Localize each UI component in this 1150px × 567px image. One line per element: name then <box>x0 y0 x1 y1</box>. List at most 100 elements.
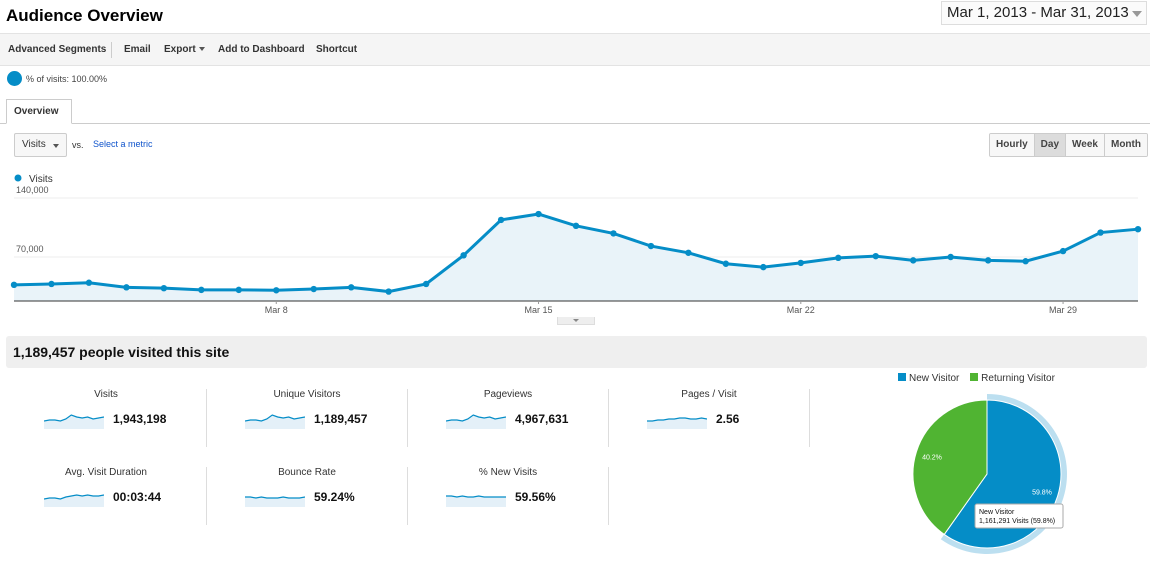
sparkline-line <box>647 417 707 422</box>
scorecard-divider <box>206 389 207 447</box>
shortcut-button[interactable]: Shortcut <box>316 44 358 55</box>
select-metric-link[interactable]: Select a metric <box>93 139 153 149</box>
visits-point[interactable] <box>797 259 804 267</box>
sparkline-line <box>245 414 305 422</box>
chart-collapse-handle[interactable] <box>557 317 595 325</box>
visits-point[interactable] <box>85 279 93 286</box>
scorecard[interactable]: Avg. Visit Duration 00:03:44 <box>6 467 206 525</box>
add-to-dashboard-button[interactable]: Add to Dashboard <box>218 44 305 55</box>
visits-point[interactable] <box>235 286 242 294</box>
chevron-down-icon <box>1132 11 1142 17</box>
scorecard-value: 1,943,198 <box>113 412 167 426</box>
visits-point[interactable] <box>1134 225 1142 233</box>
visits-point[interactable] <box>273 287 280 294</box>
sparkline-area <box>44 495 104 507</box>
tab-overview[interactable]: Overview <box>6 99 72 124</box>
x-tick-label: Mar 22 <box>787 305 815 315</box>
scorecard-label: Visits <box>94 389 118 400</box>
segment-label: % of visits: 100.00% <box>26 74 108 84</box>
week-button[interactable]: Week <box>1065 134 1104 156</box>
sparkline-line <box>245 496 305 499</box>
visits-point[interactable] <box>123 284 130 291</box>
export-label: Export <box>164 44 196 55</box>
x-tick-label: Mar 29 <box>1049 305 1077 315</box>
visits-point[interactable] <box>984 257 992 264</box>
visits-point[interactable] <box>835 254 842 262</box>
visits-point[interactable] <box>422 280 430 288</box>
visits-point[interactable] <box>872 252 879 260</box>
scorecard-value: 2.56 <box>716 412 740 426</box>
legend-item-returning-visitor[interactable]: Returning Visitor <box>970 373 1055 384</box>
visits-point[interactable] <box>722 260 730 267</box>
metric-select-value: Visits <box>22 139 46 150</box>
visits-point[interactable] <box>160 284 168 292</box>
scorecard-divider <box>206 467 207 525</box>
scorecard-label: Pages / Visit <box>681 389 737 400</box>
scorecard-value: 00:03:44 <box>113 490 162 504</box>
sparkline-area <box>446 496 506 507</box>
metric-select[interactable]: Visits <box>14 133 67 157</box>
date-range-picker[interactable]: Mar 1, 2013 - Mar 31, 2013 <box>941 1 1147 25</box>
sparkline-area <box>245 415 305 429</box>
scorecard-label: Bounce Rate <box>278 467 336 478</box>
scorecard-label: Avg. Visit Duration <box>65 467 147 478</box>
visits-point[interactable] <box>385 288 392 295</box>
date-range-label: Mar 1, 2013 - Mar 31, 2013 <box>947 4 1129 21</box>
email-button[interactable]: Email <box>124 44 151 55</box>
scorecard[interactable]: Unique Visitors 1,189,457 <box>207 389 407 447</box>
sparkline-area <box>44 415 104 429</box>
visits-point[interactable] <box>1097 229 1104 236</box>
pie-tooltip-title: New Visitor <box>979 509 1015 516</box>
scorecard[interactable]: Visits 1,943,198 <box>6 389 206 447</box>
scorecard-sparkline <box>647 417 707 429</box>
scorecard[interactable]: Pages / Visit 2.56 <box>609 389 809 447</box>
pie-slice-label: 59.8% <box>1032 489 1052 496</box>
visits-point[interactable] <box>497 216 505 224</box>
scorecard[interactable]: % New Visits 59.56% <box>408 467 608 525</box>
visitor-type-pie-chart: 59.8% 40.2% New Visitor 1,161,291 Visits (5… <box>900 390 1080 560</box>
chart-legend-label: Visits <box>29 174 53 185</box>
scorecard-divider <box>407 467 408 525</box>
report-toolbar: Advanced Segments Email Export Add to Da… <box>0 33 1150 66</box>
visits-point[interactable] <box>1059 247 1067 255</box>
visits-point[interactable] <box>610 230 617 237</box>
legend-swatch <box>898 373 906 382</box>
y-tick-label: 140,000 <box>16 185 49 195</box>
legend-item-new-visitor[interactable]: New Visitor <box>898 373 959 384</box>
visits-point[interactable] <box>460 252 467 259</box>
visits-point[interactable] <box>198 286 205 294</box>
visits-point[interactable] <box>310 285 317 293</box>
visits-point[interactable] <box>348 284 355 291</box>
day-button[interactable]: Day <box>1033 134 1066 156</box>
x-tick-label: Mar 8 <box>265 305 288 315</box>
visits-point[interactable] <box>48 280 55 288</box>
visits-point[interactable] <box>647 242 655 250</box>
title-bar: Audience Overview Mar 1, 2013 - Mar 31, … <box>0 0 1150 33</box>
visits-point[interactable] <box>685 249 692 256</box>
month-button[interactable]: Month <box>1103 134 1147 156</box>
toolbar-divider <box>111 42 112 58</box>
hourly-button[interactable]: Hourly <box>990 134 1034 156</box>
export-button[interactable]: Export <box>164 44 205 55</box>
scorecard-sparkline <box>44 414 104 429</box>
visits-point[interactable] <box>10 281 18 289</box>
visits-line-chart-svg: 140,000 70,000 Mar 8 Mar 15 Mar 22 Mar 29 Visi… <box>10 174 1142 315</box>
sparkline-line <box>446 495 506 498</box>
visits-point[interactable] <box>910 257 917 264</box>
legend-swatch <box>970 373 979 382</box>
visits-point[interactable] <box>760 263 767 271</box>
scorecard[interactable]: Pageviews 4,967,631 <box>408 389 608 447</box>
sparkline-area <box>446 415 506 429</box>
scorecard[interactable]: Bounce Rate 59.24% <box>207 467 407 525</box>
visits-point[interactable] <box>535 210 542 218</box>
pie-tooltip-box <box>974 503 1064 529</box>
advanced-segments-button[interactable]: Advanced Segments <box>8 44 107 55</box>
export-chevron-icon <box>198 47 205 52</box>
vs-label: vs. <box>72 140 84 150</box>
visits-point[interactable] <box>1022 258 1029 265</box>
scorecard-sparkline <box>44 494 104 507</box>
visits-point[interactable] <box>572 222 580 230</box>
visits-point[interactable] <box>947 253 954 261</box>
scorecard-sparkline <box>446 414 506 429</box>
pie-slice-returning-visitor[interactable] <box>912 399 988 536</box>
